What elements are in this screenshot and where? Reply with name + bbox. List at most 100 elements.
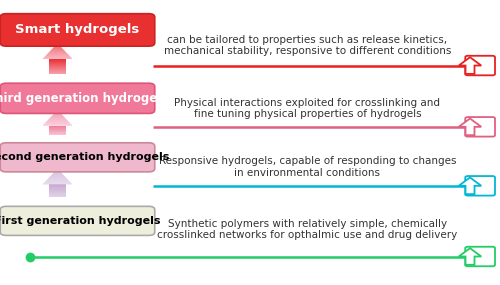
Polygon shape [49,191,66,192]
Polygon shape [46,122,70,123]
Polygon shape [49,118,66,119]
Polygon shape [52,173,62,174]
Text: Responsive hydrogels, capable of responding to changes
in environmental conditio: Responsive hydrogels, capable of respond… [159,156,456,178]
Polygon shape [49,194,66,195]
Polygon shape [49,195,66,196]
Polygon shape [51,116,64,117]
Polygon shape [459,178,481,194]
Polygon shape [49,134,66,135]
Polygon shape [53,114,62,115]
Text: First generation hydrogels: First generation hydrogels [0,216,161,226]
Polygon shape [46,180,69,181]
FancyBboxPatch shape [0,206,155,235]
Polygon shape [49,131,66,132]
Polygon shape [49,60,66,61]
Polygon shape [56,170,60,171]
Polygon shape [42,58,72,59]
Polygon shape [49,132,66,133]
Polygon shape [48,53,68,54]
Polygon shape [49,188,66,189]
Polygon shape [49,69,66,70]
Polygon shape [49,187,66,188]
FancyBboxPatch shape [465,247,495,266]
Polygon shape [49,189,66,190]
FancyBboxPatch shape [0,143,155,172]
Polygon shape [56,169,58,170]
Text: can be tailored to properties such as release kinetics,
mechanical stability, re: can be tailored to properties such as re… [164,35,451,56]
Polygon shape [43,183,72,184]
Polygon shape [459,248,481,265]
Polygon shape [48,119,67,120]
Polygon shape [49,196,66,197]
Polygon shape [57,43,58,44]
Polygon shape [49,128,66,129]
Polygon shape [54,113,61,114]
Polygon shape [49,62,66,63]
FancyBboxPatch shape [465,117,495,137]
Polygon shape [49,63,66,64]
Polygon shape [49,186,66,187]
Polygon shape [52,115,63,116]
Polygon shape [48,178,67,179]
Text: Physical interactions exploited for crosslinking and
fine tuning physical proper: Physical interactions exploited for cros… [174,97,440,119]
Polygon shape [52,49,64,50]
Polygon shape [49,184,66,185]
Polygon shape [54,172,62,173]
Polygon shape [48,52,66,53]
Polygon shape [49,129,66,130]
Polygon shape [46,121,69,122]
Polygon shape [49,190,66,191]
Polygon shape [56,44,59,45]
Polygon shape [52,174,64,175]
FancyBboxPatch shape [0,83,155,113]
Polygon shape [50,50,64,51]
Polygon shape [54,46,61,47]
FancyBboxPatch shape [465,176,495,196]
Polygon shape [47,179,68,180]
Polygon shape [44,123,70,124]
Polygon shape [50,51,66,52]
Polygon shape [49,61,66,62]
Polygon shape [46,55,70,56]
FancyBboxPatch shape [465,56,495,75]
Polygon shape [51,175,64,176]
Polygon shape [55,45,60,46]
Text: Third generation hydrogels: Third generation hydrogels [0,92,168,105]
Polygon shape [49,133,66,134]
Polygon shape [55,112,60,113]
Polygon shape [54,171,60,172]
Polygon shape [49,64,66,65]
Polygon shape [44,56,70,57]
Polygon shape [46,54,68,55]
Polygon shape [52,48,63,49]
Polygon shape [49,127,66,128]
Polygon shape [44,124,72,125]
Polygon shape [49,193,66,194]
Polygon shape [49,73,66,74]
Polygon shape [49,185,66,186]
Polygon shape [42,125,72,126]
Polygon shape [50,176,66,177]
Polygon shape [57,110,58,111]
Polygon shape [49,67,66,68]
Polygon shape [49,72,66,73]
Text: Synthetic polymers with relatively simple, chemically
crosslinked networks for o: Synthetic polymers with relatively simpl… [158,219,458,240]
Text: Smart hydrogels: Smart hydrogels [16,23,140,36]
Polygon shape [48,120,68,121]
Polygon shape [49,177,66,178]
Text: Second generation hydrogels: Second generation hydrogels [0,152,169,162]
Polygon shape [54,47,62,48]
Polygon shape [49,59,66,60]
Polygon shape [49,71,66,72]
Polygon shape [56,111,59,112]
Polygon shape [49,192,66,193]
Polygon shape [45,181,70,182]
Polygon shape [49,66,66,67]
Polygon shape [49,126,66,127]
Polygon shape [49,65,66,66]
Polygon shape [459,57,481,74]
Polygon shape [459,119,481,135]
Polygon shape [49,68,66,69]
FancyBboxPatch shape [0,14,155,46]
Polygon shape [49,130,66,131]
